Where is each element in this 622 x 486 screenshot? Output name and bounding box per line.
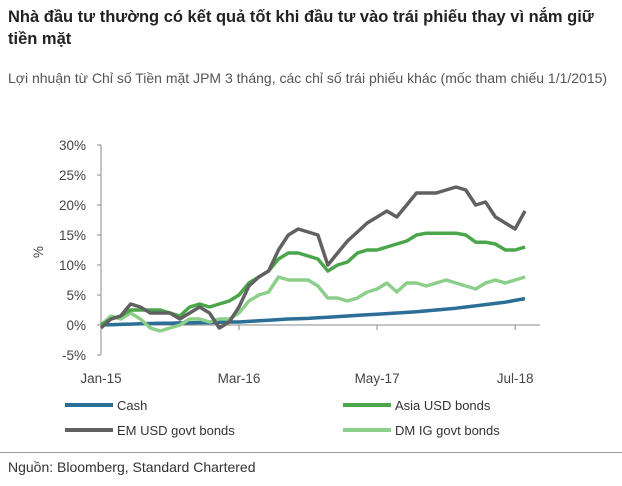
legend-label: DM IG govt bonds — [395, 423, 500, 438]
y-tick-label: 10% — [59, 258, 86, 273]
source-note: Nguồn: Bloomberg, Standard Chartered — [8, 459, 256, 475]
y-tick-label: -5% — [62, 348, 86, 363]
y-axis-label: % — [31, 246, 46, 258]
line-chart: % -5% 0% 5% 10% 15% 20% 25% 30% Jan-15 Mar-16 May-… — [31, 138, 540, 438]
x-tick-label: May-17 — [355, 371, 400, 386]
y-tick-label: 20% — [59, 198, 86, 213]
divider — [0, 452, 622, 453]
legend-label: Asia USD bonds — [395, 398, 491, 413]
series-line-dm-ig-govt-bonds — [99, 275, 526, 333]
x-tick-label: Mar-16 — [218, 371, 261, 386]
legend-label: Cash — [117, 398, 147, 413]
x-tick-label: Jul-18 — [497, 371, 534, 386]
series-line-em-usd-govt-bonds — [99, 185, 527, 330]
y-tick-label: 30% — [59, 138, 86, 153]
legend-label: EM USD govt bonds — [117, 423, 235, 438]
chart-subtitle: Lợi nhuận từ Chỉ số Tiền mặt JPM 3 tháng… — [8, 70, 608, 86]
y-tick-label: 0% — [66, 318, 86, 333]
series-line-asia-usd-bonds — [100, 231, 526, 327]
y-tick-label: 25% — [59, 168, 86, 183]
chart-title: Nhà đầu tư thường có kết quả tốt khi đầu… — [8, 8, 594, 48]
x-tick-label: Jan-15 — [80, 371, 121, 386]
y-tick-label: 15% — [59, 228, 86, 243]
y-tick-label: 5% — [66, 288, 86, 303]
series-line-cash — [100, 296, 526, 327]
